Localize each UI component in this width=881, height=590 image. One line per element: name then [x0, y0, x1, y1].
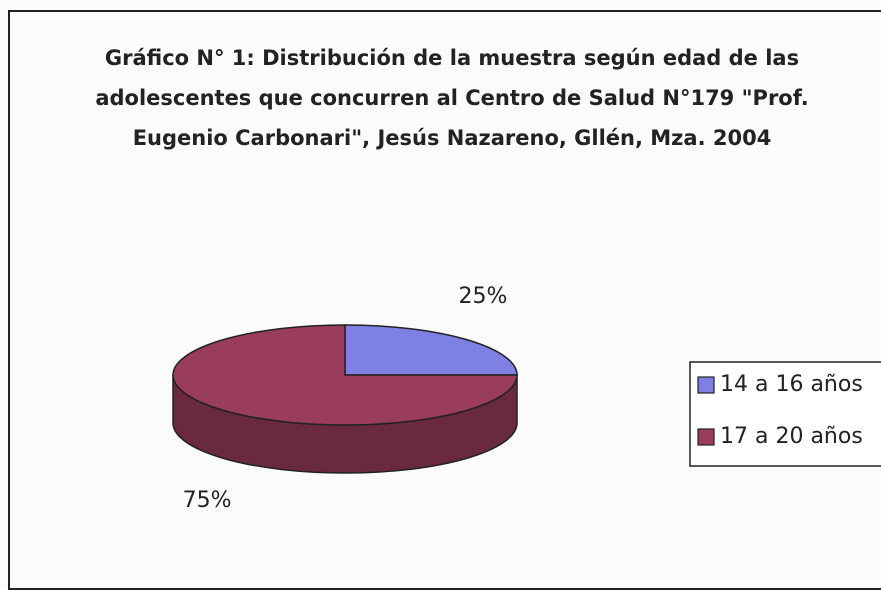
pie-slice — [344, 324, 518, 376]
chart-title: Gráfico N° 1: Distribución de la muestra… — [95, 46, 809, 150]
legend-label: 14 a 16 años — [720, 372, 863, 397]
chart: 25% 75% 14 a 16 años 17 a 20 años — [172, 284, 881, 513]
data-label: 75% — [183, 488, 232, 513]
data-label: 25% — [458, 284, 507, 309]
page: Gráfico N° 1: Distribución de la muestra… — [8, 10, 881, 590]
legend-swatch — [697, 376, 715, 394]
legend-box — [689, 361, 881, 467]
legend-label: 17 a 20 años — [720, 424, 863, 449]
pie-slice — [172, 324, 518, 426]
legend-swatch — [697, 428, 715, 446]
